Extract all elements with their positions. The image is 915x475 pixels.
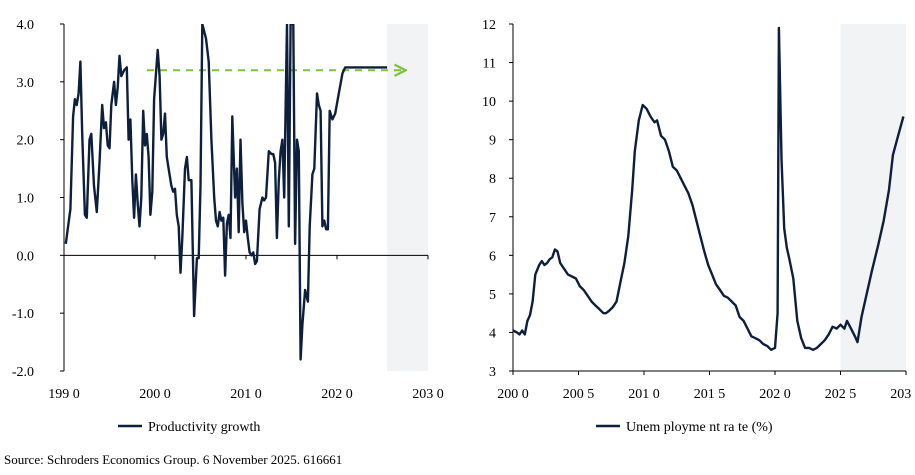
chart-2: 3 4 5 6 7 8 9 10 11 12 200 0 200 5 201 0 201 5 202 0 20… [482, 18, 915, 435]
x-tick-label: 199 0 [48, 387, 80, 402]
x-tick-label: 201 5 [694, 387, 726, 402]
y-tick-label: -2.0 [12, 365, 34, 380]
legend-label: Unem ployme nt ra te (%) [626, 420, 773, 435]
y-tick-label: 4.0 [17, 18, 35, 33]
x-tick-label: 200 5 [563, 387, 595, 402]
x-tick-label: 201 0 [628, 387, 660, 402]
y-tick-label: 7 [489, 211, 496, 226]
y-tick-label: 1.0 [17, 192, 35, 207]
forecast-shading [840, 24, 906, 371]
y-tick-label: 9 [489, 134, 496, 149]
y-tick-label: 6 [489, 249, 496, 264]
series-line-1 [64, 24, 388, 361]
y-tick-label: 10 [482, 95, 496, 110]
x-tick-label: 202 5 [825, 387, 857, 402]
x-tick-label: 203 0 [412, 387, 444, 402]
x-tick-label: 200 0 [497, 387, 529, 402]
source-note: Source: Schroders Economics Group. 6 Nov… [4, 452, 343, 467]
y-tick-label: 8 [489, 172, 496, 187]
series-line-2 [513, 26, 905, 351]
y-tick-label: 3 [489, 365, 496, 380]
forecast-shading [387, 24, 428, 371]
x-tick-label: 202 0 [759, 387, 791, 402]
chart-1: -2.0 -1.0 0.0 1.0 2.0 3.0 4.0 199 0 200 0 201 0 20… [12, 18, 444, 435]
y-tick-label: 11 [483, 57, 496, 72]
legend-label: Productivity growth [148, 420, 260, 435]
y-tick-label: 4 [489, 326, 496, 341]
y-tick-label: 0.0 [17, 249, 35, 264]
x-tick-label: 201 0 [230, 387, 262, 402]
x-tick-label: 202 0 [321, 387, 353, 402]
y-tick-label: 12 [482, 18, 496, 33]
y-tick-label: 2.0 [17, 134, 35, 149]
y-tick-label: -1.0 [12, 307, 34, 322]
y-tick-label: 3.0 [17, 76, 35, 91]
y-tick-label: 5 [489, 288, 496, 303]
x-tick-label: 200 0 [139, 387, 171, 402]
x-tick-label: 203 0 [890, 387, 915, 402]
